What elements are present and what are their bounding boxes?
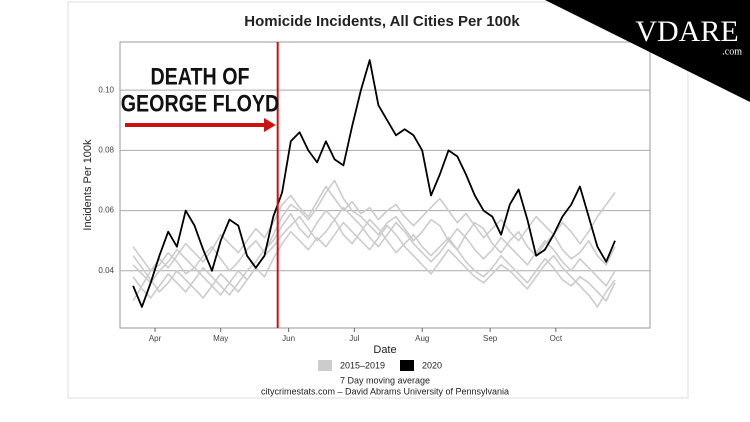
annotation-text: GEORGE FLOYD [121, 89, 279, 116]
plot-layer: 0.04 0.06 0.08 0.10 Apr May Jun Jul Aug Sep Oct DEA… [98, 42, 650, 371]
caption: 7 Day moving average [340, 375, 430, 385]
legend-swatch [400, 360, 414, 371]
x-tick-label: Sep [483, 334, 498, 343]
x-tick-label: May [213, 334, 228, 343]
x-tick-label: Apr [149, 334, 162, 343]
annotation-arrowhead [264, 118, 276, 132]
caption: citycrimestats.com – David Abrams Univer… [261, 386, 509, 396]
logo: VDARE [635, 15, 738, 48]
series-line [132, 185, 616, 302]
legend-label: 2020 [422, 360, 442, 370]
y-axis-label: Incidents Per 100k [82, 139, 94, 231]
legend-swatch [318, 360, 332, 371]
y-tick-label: 0.10 [98, 85, 114, 94]
series-line [132, 206, 616, 296]
chart-title: Homicide Incidents, All Cities Per 100k [244, 13, 520, 30]
x-tick-label: Oct [550, 334, 563, 343]
y-tick-label: 0.06 [98, 206, 114, 215]
x-axis-label: Date [373, 344, 396, 356]
y-tick-label: 0.08 [98, 145, 114, 154]
x-tick-label: Jul [349, 334, 359, 343]
series-line [132, 221, 616, 308]
legend-label: 2015–2019 [340, 360, 385, 370]
series-line [132, 209, 616, 302]
x-tick-label: Jun [282, 334, 295, 343]
y-tick-label: 0.04 [98, 266, 114, 275]
plot-area [119, 41, 651, 329]
annotation-text: DEATH OF [150, 62, 249, 89]
logo-band [545, 0, 750, 102]
series-line [132, 59, 616, 308]
logo-sub: .com [722, 46, 742, 57]
x-tick-label: Aug [415, 334, 429, 343]
